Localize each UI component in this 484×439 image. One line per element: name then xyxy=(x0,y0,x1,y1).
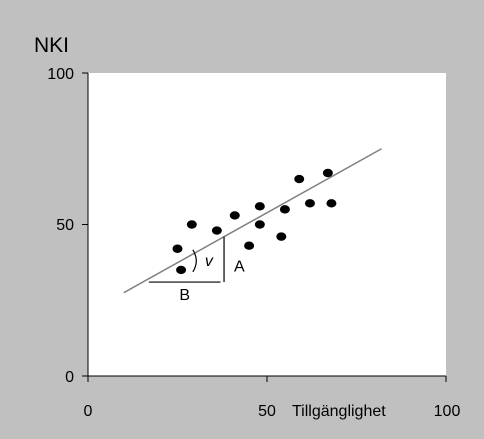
data-point-8 xyxy=(276,232,287,241)
data-point-5 xyxy=(244,241,255,250)
data-point-11 xyxy=(304,199,315,208)
x-tick-label-100: 100 xyxy=(434,403,461,420)
data-point-4 xyxy=(229,211,240,220)
data-point-0 xyxy=(172,244,183,253)
chart-title: NKI xyxy=(34,34,69,57)
data-point-13 xyxy=(326,199,337,208)
data-point-6 xyxy=(254,220,265,229)
data-point-1 xyxy=(176,265,187,275)
x-tick-label-0: 0 xyxy=(84,403,93,420)
run-label-b: B xyxy=(179,287,190,304)
data-point-10 xyxy=(294,174,305,184)
angle-arc xyxy=(192,249,197,273)
x-tick-label-50: 50 xyxy=(258,403,276,420)
data-point-12 xyxy=(322,168,333,178)
y-tick-label-100: 100 xyxy=(47,66,74,83)
data-point-7 xyxy=(254,202,265,211)
angle-label-v: v xyxy=(205,253,214,270)
y-tick-label-0: 0 xyxy=(65,369,74,386)
data-point-3 xyxy=(211,226,222,235)
data-point-9 xyxy=(279,205,290,214)
x-axis-label: Tillgänglighet xyxy=(292,403,386,420)
data-point-2 xyxy=(186,220,197,229)
plot-area xyxy=(88,73,446,376)
rise-label-a: A xyxy=(234,258,245,275)
data-points xyxy=(172,168,337,275)
trend-line xyxy=(123,148,382,294)
y-tick-label-50: 50 xyxy=(56,217,74,234)
